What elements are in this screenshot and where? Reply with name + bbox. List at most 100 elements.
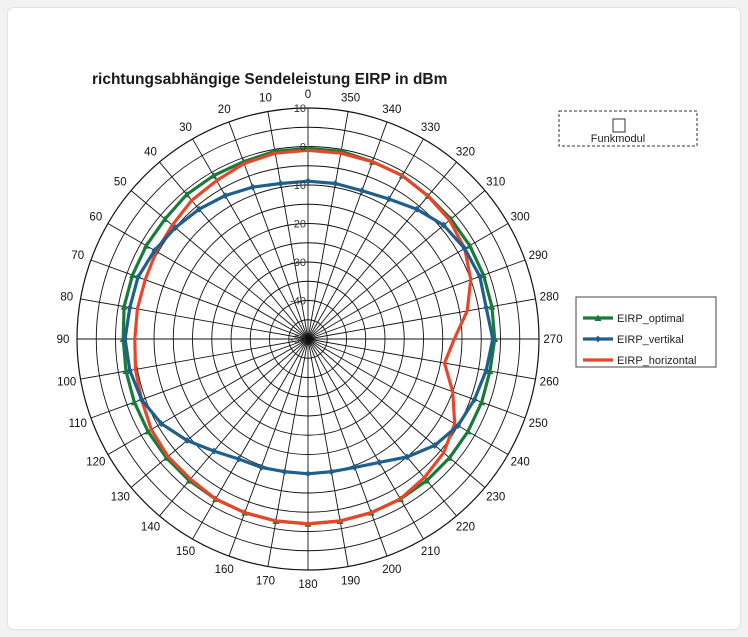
- data-point: [126, 304, 133, 312]
- angle-tick-label: 70: [71, 250, 84, 262]
- grid-spoke: [90, 259, 309, 340]
- angle-tick-label: 320: [456, 146, 475, 158]
- angle-tick-label: 80: [60, 291, 73, 303]
- grid-spoke: [192, 138, 309, 340]
- radial-tick-label: -10: [290, 180, 306, 192]
- grid-spoke: [307, 338, 526, 419]
- grid-spoke: [307, 223, 509, 340]
- grid-spoke: [159, 161, 309, 340]
- data-point: [328, 468, 335, 476]
- data-point: [210, 172, 218, 179]
- data-point: [158, 420, 165, 428]
- legend-label: EIRP_vertikal: [617, 334, 684, 346]
- data-point: [144, 427, 152, 435]
- legend-entry: EIRP_vertikal: [583, 334, 684, 346]
- legend-label: EIRP_optimal: [617, 313, 684, 325]
- angle-tick-label: 260: [540, 377, 559, 389]
- angle-tick-label: 170: [256, 575, 275, 587]
- grid-spoke: [307, 338, 536, 380]
- data-point: [488, 303, 496, 310]
- angle-tick-label: 130: [111, 491, 130, 503]
- angle-tick-label: 350: [341, 93, 360, 105]
- polar-grid: [76, 107, 540, 571]
- angle-tick-label: 60: [89, 212, 102, 224]
- grid-spoke: [307, 338, 388, 557]
- angle-tick-label: 0: [305, 89, 311, 101]
- grid-spoke: [307, 338, 457, 517]
- data-point: [151, 246, 158, 254]
- axis-labels: 100-10-20-30-40-500102030405060708090100…: [57, 89, 563, 591]
- angle-tick-label: 220: [456, 522, 475, 534]
- data-point: [196, 205, 203, 213]
- angle-tick-label: 30: [179, 122, 192, 134]
- angle-tick-label: 180: [298, 579, 317, 591]
- grid-spoke: [307, 161, 457, 340]
- chart-card: richtungsabhängige Sendeleistung EIRP in…: [8, 8, 740, 629]
- data-point: [403, 453, 410, 461]
- radial-tick-label: -50: [290, 334, 306, 346]
- grid-spoke: [159, 338, 309, 517]
- radial-tick-label: -20: [290, 219, 306, 231]
- angle-tick-label: 110: [69, 418, 87, 430]
- data-point: [138, 396, 145, 404]
- polar-chart: richtungsabhängige Sendeleistung EIRP in…: [57, 71, 717, 591]
- data-point: [478, 398, 486, 406]
- data-point: [172, 224, 179, 232]
- angle-tick-label: 190: [341, 575, 360, 587]
- legend-label: EIRP_horizontal: [617, 355, 697, 367]
- angle-tick-label: 120: [86, 457, 105, 469]
- grid-spoke: [107, 338, 309, 455]
- grid-spoke: [80, 338, 309, 380]
- legend-frame: [575, 296, 717, 368]
- data-point: [483, 366, 490, 374]
- data-point: [440, 221, 447, 229]
- angle-tick-label: 140: [141, 522, 160, 534]
- data-point: [126, 366, 133, 374]
- data-point: [376, 458, 383, 466]
- data-point: [486, 367, 494, 375]
- data-point: [277, 180, 284, 188]
- data-point: [142, 242, 150, 249]
- data-point: [249, 183, 256, 191]
- series-line: [123, 179, 495, 476]
- angle-tick-label: 230: [486, 491, 505, 503]
- legend-marker: [595, 335, 601, 343]
- data-point: [358, 187, 365, 195]
- device-box: Funkmodul: [558, 110, 698, 147]
- grid-spoke: [307, 190, 486, 340]
- data-point: [455, 422, 462, 430]
- data-point: [461, 245, 468, 253]
- grid-spoke: [307, 338, 349, 567]
- angle-tick-label: 340: [382, 104, 401, 116]
- data-point: [183, 190, 191, 198]
- data-point: [431, 441, 438, 449]
- series-layer: [119, 144, 499, 527]
- data-point: [305, 470, 311, 478]
- angle-tick-label: 10: [259, 93, 272, 105]
- data-point: [258, 463, 265, 471]
- legend-marker: [594, 314, 602, 321]
- data-point: [466, 242, 474, 249]
- data-point: [161, 215, 169, 222]
- data-point: [351, 463, 358, 471]
- data-point: [210, 447, 217, 455]
- grid-spoke: [307, 298, 536, 340]
- data-point: [332, 180, 339, 188]
- grid-spoke: [307, 138, 424, 340]
- device-box-frame: [558, 110, 698, 147]
- data-point: [483, 304, 490, 312]
- angle-tick-label: 270: [543, 334, 562, 346]
- radial-tick-label: 10: [294, 103, 306, 115]
- data-point: [281, 468, 288, 476]
- angle-tick-label: 160: [215, 564, 234, 576]
- device-module-icon: [612, 118, 626, 133]
- data-point: [476, 272, 483, 280]
- grid-spoke: [307, 259, 526, 340]
- angle-tick-label: 200: [382, 564, 401, 576]
- angle-tick-label: 40: [144, 146, 157, 158]
- angle-tick-label: 310: [486, 177, 505, 189]
- data-point: [129, 271, 137, 279]
- grid-spoke: [228, 338, 309, 557]
- data-point: [222, 192, 229, 200]
- data-point: [305, 177, 311, 185]
